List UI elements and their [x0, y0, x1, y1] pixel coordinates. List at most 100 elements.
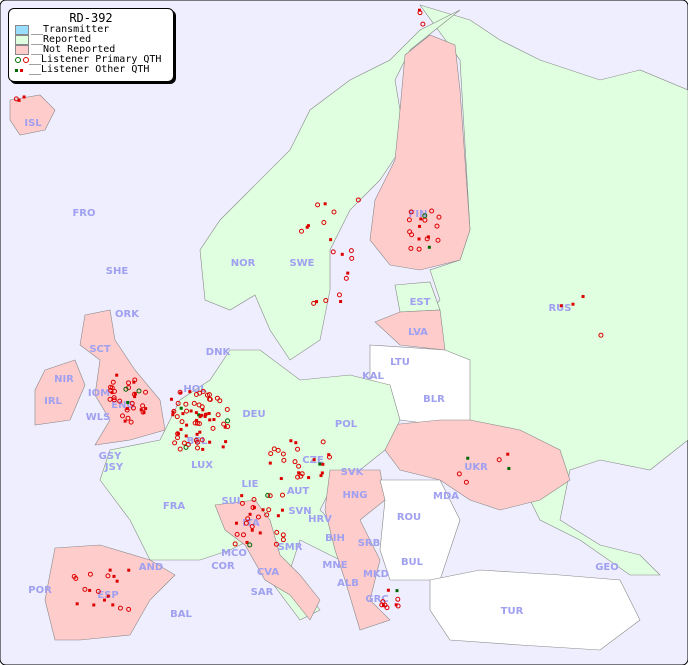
country-lva [374, 309, 446, 351]
listener-primary-marker [217, 398, 223, 404]
listener-primary-marker [207, 396, 213, 402]
country-label-bih: BIH [325, 533, 345, 544]
listener-other-marker [123, 419, 127, 423]
listener-primary-marker [598, 332, 604, 338]
country-label-hol: HOL [183, 384, 207, 395]
listener-other-marker [294, 441, 298, 445]
listener-other-marker [305, 225, 309, 229]
country-label-wls: WLS [86, 412, 111, 423]
listener-other-marker [386, 588, 390, 592]
country-label-lux: LUX [191, 460, 213, 471]
listener-other-marker [208, 418, 212, 422]
listener-primary-marker [336, 292, 342, 298]
country-label-tur: TUR [501, 606, 524, 617]
listener-primary-marker [183, 401, 189, 407]
country-label-isl: ISL [24, 118, 42, 129]
listener-other-marker [318, 462, 322, 466]
country-label-and: AND [139, 562, 163, 573]
listener-other-marker [581, 295, 585, 299]
listener-other-marker [221, 445, 225, 449]
listener-other-marker [245, 540, 249, 544]
listener-other-marker [92, 603, 96, 607]
listener-primary-marker [268, 451, 274, 457]
listener-other-marker [208, 440, 212, 444]
listener-other-marker [339, 300, 343, 304]
listener-other-marker [106, 594, 110, 598]
listener-primary-marker [234, 531, 240, 537]
country-label-mco: MCO [221, 548, 247, 559]
listener-primary-marker [243, 520, 249, 526]
listener-other-marker [115, 579, 119, 583]
listener-primary-marker [348, 248, 354, 254]
listener-other-marker [75, 602, 79, 606]
listener-other-marker [207, 411, 211, 415]
listener-other-marker [571, 302, 575, 306]
listener-other-marker [417, 237, 421, 241]
listener-primary-marker [215, 412, 221, 418]
listener-primary-marker [245, 516, 251, 522]
listener-primary-marker [224, 406, 230, 412]
country-label-ork: ORK [115, 309, 140, 320]
listener-other-marker [280, 508, 284, 512]
other-marker-icon [15, 68, 29, 72]
listener-other-marker [212, 418, 216, 422]
country-label-irl: IRL [44, 396, 62, 407]
listener-primary-marker [175, 431, 181, 437]
country-label-ltu: LTU [390, 357, 410, 368]
country-label-mkd: MKD [363, 569, 389, 580]
country-label-srb: SRB [358, 538, 381, 549]
listener-primary-marker [343, 275, 349, 281]
country-label-jsy: JSY [104, 462, 124, 473]
transmitter-swatch [15, 25, 29, 35]
country-label-por: POR [28, 585, 52, 596]
country-label-sct: SCT [89, 344, 111, 355]
listener-other-marker [418, 224, 422, 228]
listener-primary-marker [177, 446, 183, 452]
listener-other-marker [346, 271, 350, 275]
listener-primary-marker [247, 542, 253, 548]
country-label-fra: FRA [163, 501, 186, 512]
listener-other-marker [179, 391, 183, 395]
listener-other-marker [115, 373, 119, 377]
listener-primary-marker [117, 398, 123, 404]
listener-other-marker [195, 418, 199, 422]
primary-marker-icon [15, 57, 29, 63]
listener-other-marker [171, 413, 175, 417]
country-label-mda: MDA [433, 491, 459, 502]
listener-other-marker [17, 98, 21, 102]
legend-label: __Transmitter [31, 24, 110, 35]
listener-primary-marker [463, 479, 469, 485]
listener-primary-marker [295, 446, 301, 452]
listener-primary-marker [395, 603, 401, 609]
listener-primary-marker [225, 424, 231, 430]
listener-other-marker [289, 439, 293, 443]
listener-primary-marker [281, 457, 287, 463]
listener-primary-marker [111, 397, 117, 403]
country-label-ukr: UKR [464, 462, 488, 473]
listener-primary-marker [126, 606, 132, 612]
listener-primary-marker [221, 421, 227, 427]
listener-other-marker [142, 411, 146, 415]
listener-primary-marker [210, 425, 216, 431]
listener-other-marker [198, 430, 202, 434]
listener-primary-marker [280, 451, 286, 457]
listener-other-marker [306, 224, 310, 228]
not-reported-swatch [15, 45, 29, 55]
listener-primary-marker [124, 407, 130, 413]
listener-primary-marker [140, 403, 146, 409]
country-label-cor: COR [211, 561, 235, 572]
listener-primary-marker [13, 96, 19, 102]
listener-primary-marker [184, 408, 190, 414]
listener-primary-marker [296, 463, 302, 469]
listener-other-marker [189, 409, 193, 413]
country-label-sar: SAR [251, 587, 274, 598]
listener-other-marker [108, 568, 112, 572]
listener-primary-marker [380, 599, 386, 605]
listener-other-marker [198, 415, 202, 419]
listener-primary-marker [266, 507, 272, 513]
country-label-rou: ROU [397, 512, 421, 523]
legend-reported: __Reported [9, 35, 173, 45]
listener-other-marker [111, 603, 115, 607]
listener-primary-marker [174, 414, 180, 420]
listener-primary-marker [271, 446, 277, 452]
